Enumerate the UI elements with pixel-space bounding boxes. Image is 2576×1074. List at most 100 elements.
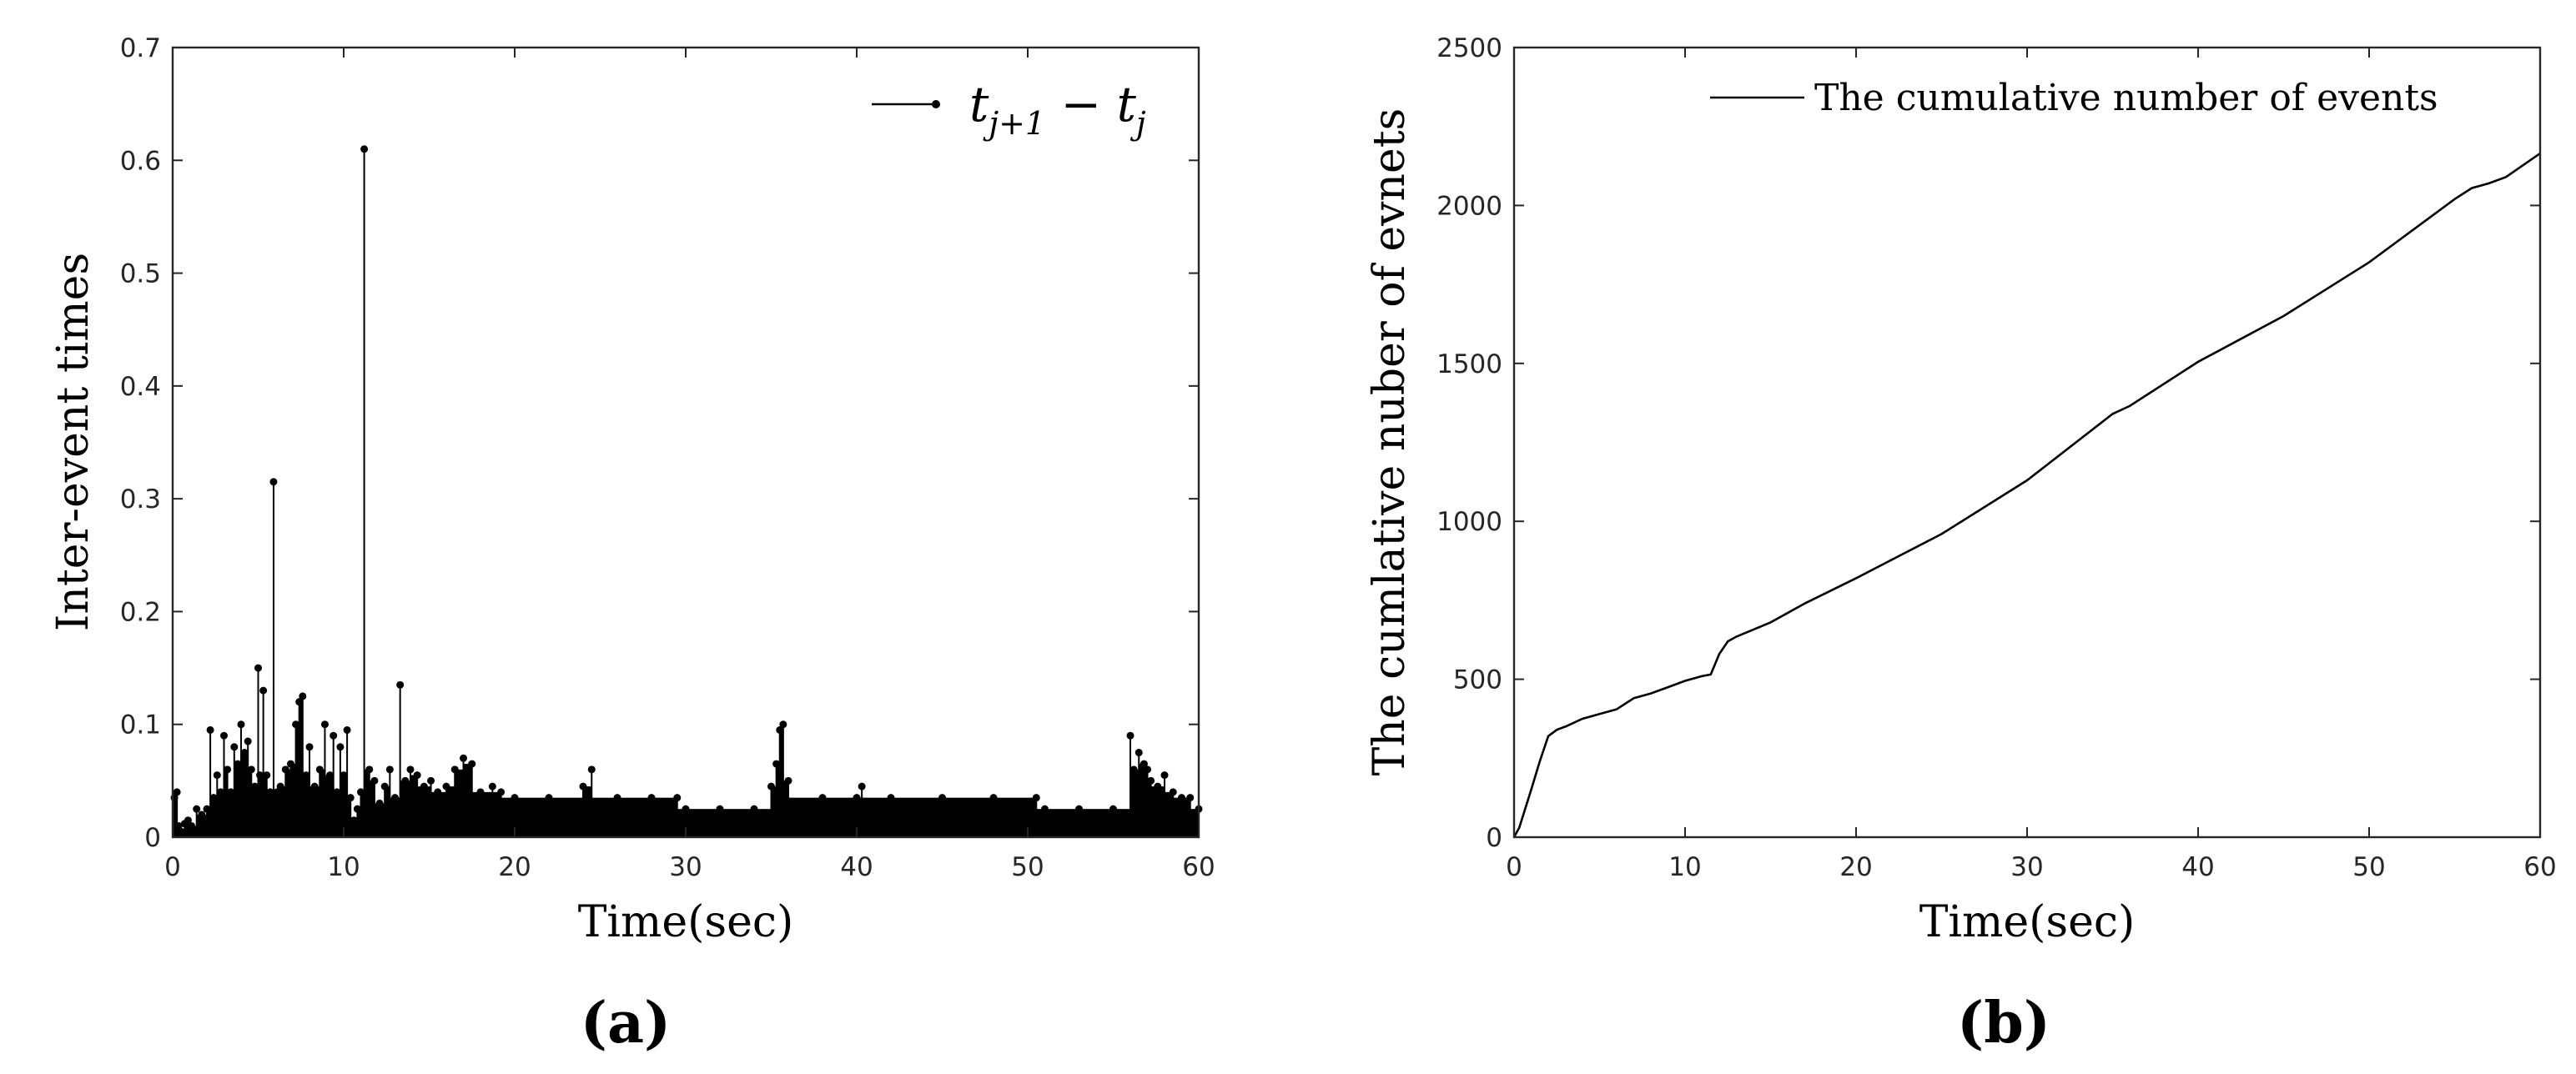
stem-block bbox=[1134, 769, 1140, 837]
x-tick-label: 10 bbox=[1668, 852, 1701, 882]
stem-block bbox=[191, 826, 197, 837]
stem-marker bbox=[269, 478, 278, 486]
stem-marker bbox=[406, 765, 415, 774]
x-tick-label: 0 bbox=[1506, 852, 1522, 882]
stem-block bbox=[515, 797, 549, 837]
stem-marker bbox=[220, 731, 228, 740]
stem-block bbox=[1139, 764, 1145, 837]
stem-marker bbox=[184, 816, 192, 825]
stem-block bbox=[424, 786, 431, 837]
y-tick-label: 1000 bbox=[1436, 507, 1502, 537]
stem-marker bbox=[460, 754, 467, 762]
stem-marker bbox=[858, 782, 866, 790]
stem-marker bbox=[259, 686, 268, 695]
stem-block bbox=[501, 797, 515, 837]
stem-block bbox=[455, 769, 464, 837]
stem-block bbox=[309, 786, 315, 837]
stem-block bbox=[1181, 797, 1190, 837]
chart-b-legend: The cumulative number of events bbox=[1710, 77, 2438, 119]
chart-b-ylabel: The cumlative nuber of evnets bbox=[1365, 108, 1415, 776]
stem-block bbox=[788, 797, 823, 837]
stem-marker bbox=[488, 782, 496, 790]
stem-marker bbox=[254, 664, 262, 672]
chart-a-y-axis: 0 0.1 0.2 0.3 0.4 0.5 0.6 0.7 bbox=[120, 33, 1199, 853]
stem-block bbox=[217, 791, 221, 837]
stem-block bbox=[617, 797, 652, 837]
stem-block bbox=[188, 826, 192, 837]
chart-b-series-line bbox=[1512, 152, 2541, 838]
stem-marker bbox=[320, 720, 329, 729]
stem-marker bbox=[360, 145, 369, 153]
stem-block bbox=[583, 786, 592, 837]
chart-b-xlabel: Time(sec) bbox=[1919, 897, 2136, 947]
stem-block bbox=[237, 764, 241, 837]
stem-block bbox=[1144, 769, 1148, 837]
y-tick-label: 0.1 bbox=[120, 710, 161, 740]
chart-a: 0 0.1 0.2 0.3 0.4 0.5 0.6 0.7 0 10 20 30 40 50 60 Tim… bbox=[48, 33, 1215, 1056]
stem-block bbox=[591, 797, 617, 837]
stem-marker bbox=[206, 725, 214, 734]
stem-block bbox=[251, 786, 255, 837]
x-tick-label: 40 bbox=[840, 852, 873, 882]
x-tick-label: 20 bbox=[1839, 852, 1872, 882]
y-tick-label: 2000 bbox=[1436, 191, 1502, 221]
stem-block bbox=[230, 791, 234, 837]
stem-block bbox=[277, 791, 281, 837]
stem-block bbox=[248, 769, 252, 837]
stem-block bbox=[779, 730, 783, 837]
stem-block bbox=[686, 809, 720, 837]
stem-block bbox=[782, 780, 788, 837]
stem-block bbox=[862, 797, 891, 837]
y-tick-label: 0.3 bbox=[120, 484, 161, 514]
stem-block bbox=[1147, 780, 1151, 837]
x-tick-label: 50 bbox=[1011, 852, 1044, 882]
stem-block bbox=[652, 797, 677, 837]
stem-marker bbox=[330, 731, 338, 740]
stem-block bbox=[754, 809, 772, 837]
stem-block bbox=[430, 791, 438, 837]
stem-marker bbox=[244, 737, 252, 745]
stem-marker bbox=[173, 788, 181, 796]
stem-block bbox=[374, 803, 380, 837]
stem-block bbox=[266, 791, 270, 837]
stem-marker bbox=[1135, 749, 1143, 757]
x-tick-label: 0 bbox=[164, 852, 181, 882]
stem-block bbox=[227, 791, 231, 837]
stem-block bbox=[196, 814, 202, 837]
stem-block bbox=[263, 775, 267, 837]
stem-block bbox=[184, 823, 189, 837]
chart-b-caption: (b) bbox=[1957, 990, 2050, 1056]
stem-marker bbox=[193, 805, 201, 813]
stem-marker bbox=[305, 743, 314, 751]
stem-block bbox=[380, 803, 385, 837]
stem-block bbox=[395, 797, 400, 837]
y-tick-label: 0.5 bbox=[120, 259, 161, 289]
y-tick-label: 500 bbox=[1453, 665, 1502, 695]
stem-marker bbox=[213, 771, 221, 780]
stem-block bbox=[295, 724, 299, 837]
stem-block bbox=[471, 791, 480, 837]
x-tick-label: 50 bbox=[2352, 852, 2385, 882]
stem-marker bbox=[427, 776, 435, 785]
stem-block bbox=[179, 831, 182, 837]
stem-block bbox=[1190, 809, 1199, 837]
y-tick-label: 1500 bbox=[1436, 349, 1502, 379]
stem-block bbox=[259, 775, 264, 837]
stem-block bbox=[269, 791, 274, 837]
stem-block bbox=[891, 797, 943, 837]
stem-block bbox=[241, 752, 245, 837]
stem-block bbox=[1130, 769, 1135, 837]
stem-block bbox=[354, 820, 358, 837]
chart-a-x-axis: 0 10 20 30 40 50 60 bbox=[164, 48, 1215, 882]
stem-block bbox=[857, 797, 863, 837]
chart-b-legend-text: The cumulative number of events bbox=[1814, 77, 2438, 119]
stem-block bbox=[1173, 797, 1182, 837]
stem-marker bbox=[1126, 731, 1135, 740]
stem-block bbox=[336, 791, 340, 837]
y-tick-label: 0 bbox=[144, 823, 161, 853]
stem-marker bbox=[230, 743, 239, 751]
stem-marker bbox=[336, 743, 345, 751]
chart-b-x-axis: 0 10 20 30 40 50 60 bbox=[1506, 48, 2557, 882]
stem-block bbox=[390, 797, 395, 837]
